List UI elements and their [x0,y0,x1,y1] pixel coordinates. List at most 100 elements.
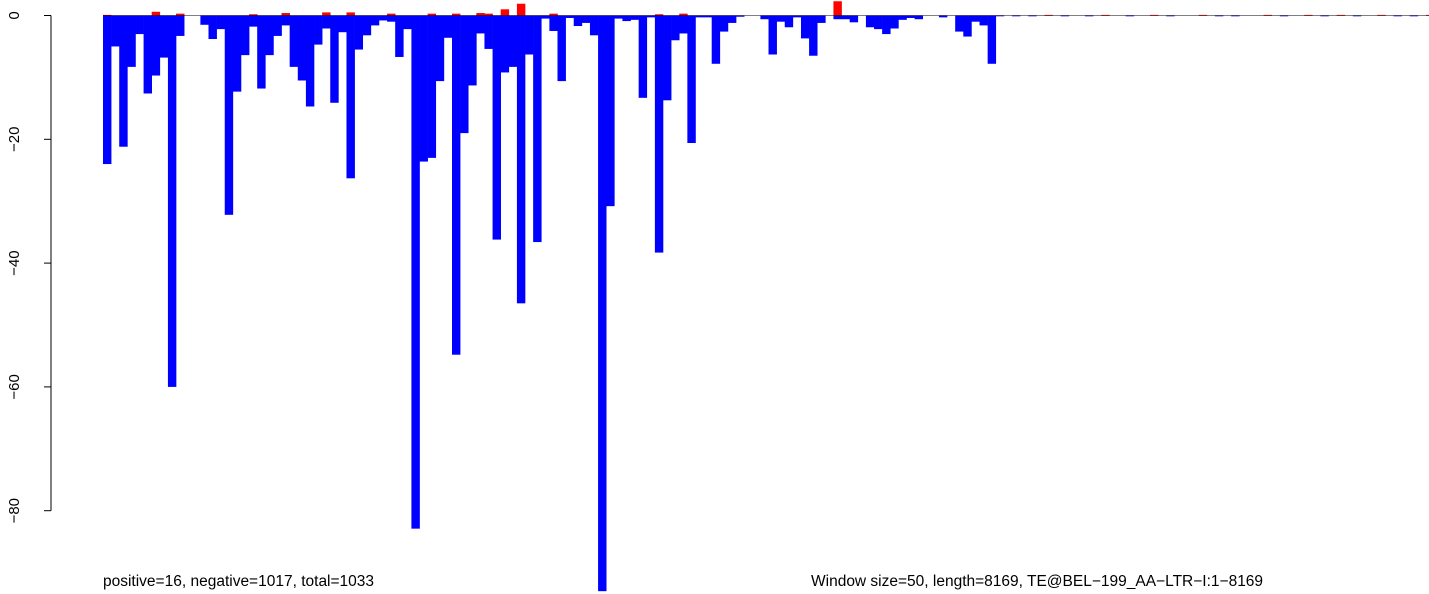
negative-bar [589,15,599,36]
counts-summary: positive=16, negative=1017, total=1033 [103,573,375,590]
negative-bar [565,15,575,18]
negative-bar [346,15,355,179]
negative-bar [1085,15,1094,17]
positive-bar [516,3,526,16]
negative-bar [768,15,777,55]
negative-bar [987,15,997,64]
negative-bar [671,15,680,41]
negative-bar [322,15,331,29]
y-tick-label: −60 [6,374,23,399]
negative-bar [257,15,266,89]
negative-bar [167,15,177,387]
negative-bar [573,15,583,27]
negative-bar [711,15,721,64]
negative-bar [882,15,891,35]
negative-bar [1409,15,1419,17]
positive-bar [476,13,485,16]
negative-bar [719,15,729,32]
negative-bar [533,15,542,243]
negative-bar [127,15,136,67]
negative-bar [200,15,209,25]
negative-bar [541,15,550,19]
positive-bar [833,1,842,16]
negative-bar [703,15,713,18]
negative-bar [598,15,607,592]
negative-bar [289,15,299,67]
negative-bar [216,15,226,30]
negative-bar [476,15,485,34]
negative-bar [849,15,859,23]
negative-bar [1214,15,1224,17]
negative-bar [549,15,558,31]
negative-bar [1393,15,1402,17]
positive-bar [176,13,185,16]
positive-bar [679,13,688,16]
positive-bar [387,13,396,16]
negative-bar [800,15,810,39]
negative-bar [443,15,453,38]
negative-bar [906,15,915,18]
positive-bar [249,14,258,16]
negative-bar [176,15,185,36]
negative-bar [938,15,948,18]
negative-bar [638,15,648,98]
negative-bar [111,15,120,47]
negative-bar [281,15,290,26]
negative-bar [273,15,282,36]
negative-bar [411,15,420,529]
negative-bar [736,15,745,17]
negative-bar [1352,15,1362,17]
bars-group [103,1,1429,592]
negative-bar [468,15,477,86]
negative-bar [663,15,672,101]
negative-bar [622,15,631,22]
negative-bar [841,15,850,20]
negative-bar [727,15,737,23]
negative-bar [679,15,688,34]
negative-bar [338,15,347,33]
negative-bar [865,15,875,28]
negative-bar [435,15,445,82]
positive-bar [346,12,355,16]
negative-bar [898,15,907,20]
negative-bar [995,15,1005,17]
negative-bar [387,15,396,22]
positive-bar [484,13,493,16]
negative-bar [460,15,469,134]
negative-bar [695,15,704,18]
y-axis: 0 −20 −40 −60 −80 [6,11,52,523]
negative-bar [963,15,972,37]
negative-bar [159,15,169,58]
negative-bar [687,15,696,144]
negative-bar [151,15,161,76]
negative-bar [760,15,769,20]
negative-bar [1320,15,1329,17]
negative-bar [914,15,924,20]
negative-bar [606,15,615,207]
positive-bar [281,13,290,16]
negative-bar [1231,15,1240,17]
negative-bar [581,15,591,23]
negative-bar [1125,15,1135,17]
negative-bar [784,15,794,28]
negative-bar [484,15,493,49]
negative-bar [630,15,639,20]
negative-bar [362,15,372,36]
negative-bar [809,15,818,56]
positive-bar [151,11,161,16]
negative-bar [370,15,380,26]
negative-bar [143,15,152,94]
negative-bar [874,15,883,30]
negative-bar [971,15,980,22]
negative-bar [955,15,964,32]
negative-bar [979,15,988,26]
negative-bar [508,15,518,67]
negative-bar [516,15,526,304]
positive-bar [549,13,558,16]
negative-bar [792,15,802,18]
negative-bar [135,15,144,35]
positive-bar [500,9,510,16]
negative-bar [817,15,826,23]
negative-bar [103,15,112,165]
